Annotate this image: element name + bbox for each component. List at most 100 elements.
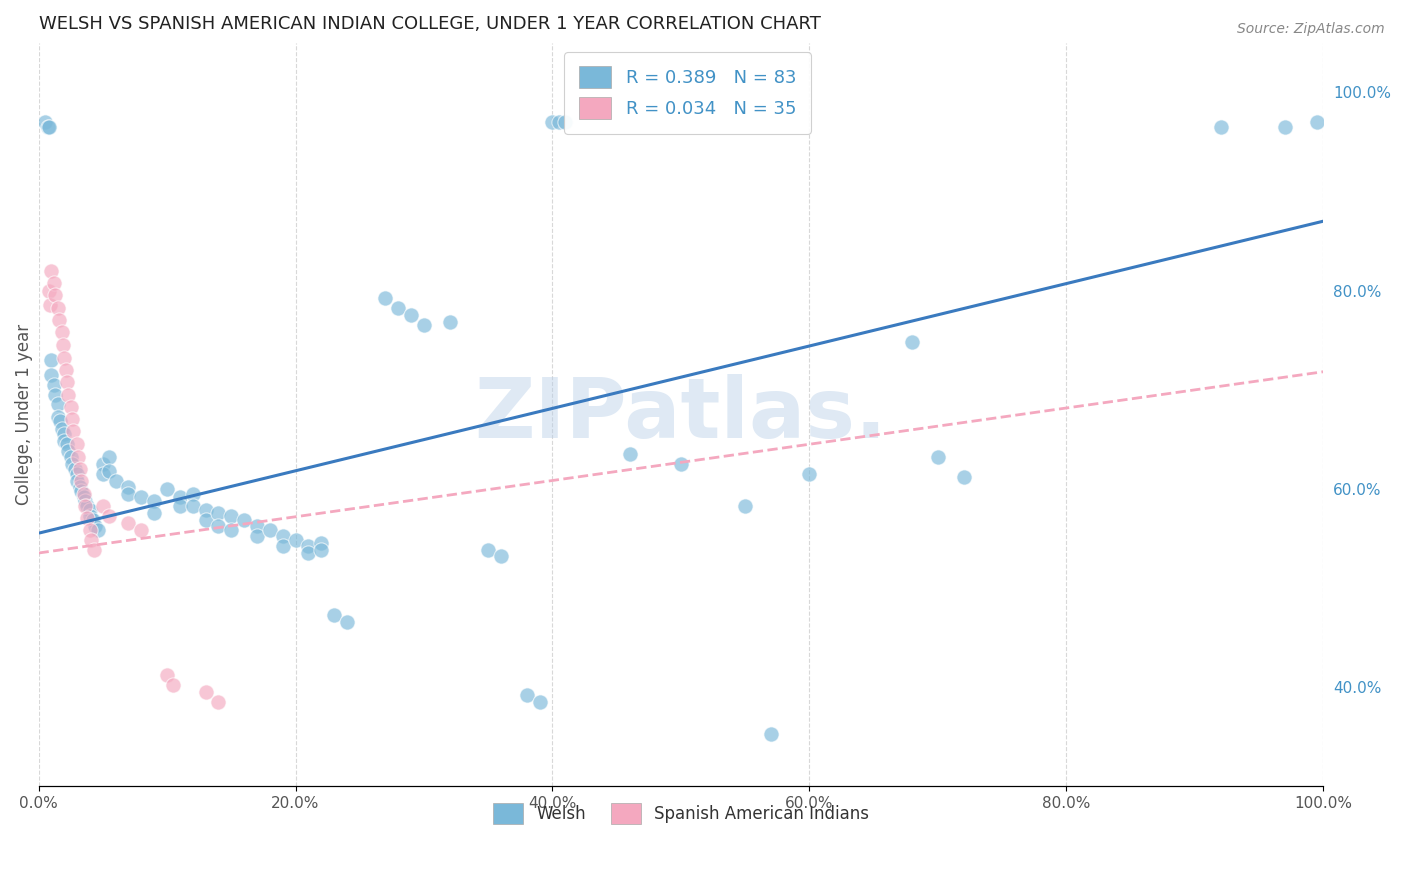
- Point: [439, 315, 461, 329]
- Point: [259, 523, 281, 537]
- Point: [42, 377, 65, 392]
- Point: [759, 727, 782, 741]
- Point: [297, 546, 319, 560]
- Point: [143, 507, 166, 521]
- Point: [117, 480, 139, 494]
- Point: [194, 684, 217, 698]
- Point: [60, 457, 83, 471]
- Point: [284, 533, 307, 548]
- Point: [1144, 833, 1167, 847]
- Point: [72, 486, 94, 500]
- Point: [41, 352, 63, 367]
- Point: [73, 500, 96, 514]
- Point: [44, 387, 66, 401]
- Point: [70, 474, 93, 488]
- Point: [83, 543, 105, 558]
- Point: [799, 467, 821, 481]
- Point: [162, 678, 184, 692]
- Point: [374, 292, 396, 306]
- Point: [59, 401, 82, 415]
- Point: [207, 695, 229, 709]
- Point: [79, 509, 101, 524]
- Point: [1306, 115, 1329, 129]
- Point: [41, 263, 63, 277]
- Point: [91, 500, 114, 514]
- Point: [181, 500, 204, 514]
- Point: [66, 437, 89, 451]
- Point: [399, 308, 422, 322]
- Point: [207, 507, 229, 521]
- Point: [51, 325, 73, 339]
- Point: [336, 615, 359, 630]
- Point: [55, 363, 77, 377]
- Point: [477, 543, 499, 558]
- Point: [207, 519, 229, 533]
- Point: [42, 276, 65, 290]
- Point: [927, 450, 949, 464]
- Point: [46, 301, 69, 316]
- Point: [156, 668, 179, 682]
- Text: Source: ZipAtlas.com: Source: ZipAtlas.com: [1237, 22, 1385, 37]
- Point: [72, 490, 94, 504]
- Point: [309, 536, 332, 550]
- Point: [56, 437, 79, 451]
- Point: [56, 444, 79, 458]
- Point: [734, 500, 756, 514]
- Point: [219, 523, 242, 537]
- Point: [52, 338, 75, 352]
- Y-axis label: College, Under 1 year: College, Under 1 year: [15, 324, 32, 505]
- Point: [76, 500, 98, 514]
- Point: [246, 519, 269, 533]
- Point: [46, 410, 69, 425]
- Point: [70, 483, 93, 498]
- Point: [91, 457, 114, 471]
- Point: [554, 115, 576, 129]
- Point: [413, 318, 436, 333]
- Point: [37, 120, 59, 134]
- Point: [323, 608, 346, 623]
- Point: [246, 529, 269, 543]
- Point: [169, 500, 191, 514]
- Point: [63, 462, 86, 476]
- Point: [1209, 120, 1232, 134]
- Point: [489, 549, 512, 563]
- Point: [48, 313, 70, 327]
- Point: [53, 427, 76, 442]
- Point: [181, 486, 204, 500]
- Point: [79, 523, 101, 537]
- Point: [117, 516, 139, 531]
- Point: [547, 115, 569, 129]
- Point: [66, 467, 89, 481]
- Point: [98, 450, 121, 464]
- Point: [56, 387, 79, 401]
- Point: [219, 509, 242, 524]
- Point: [38, 284, 60, 298]
- Point: [34, 115, 56, 129]
- Point: [86, 523, 108, 537]
- Point: [91, 467, 114, 481]
- Point: [41, 368, 63, 382]
- Point: [541, 115, 564, 129]
- Point: [271, 539, 294, 553]
- Point: [194, 503, 217, 517]
- Point: [82, 513, 104, 527]
- Point: [67, 450, 90, 464]
- Point: [143, 493, 166, 508]
- Point: [131, 523, 153, 537]
- Point: [60, 412, 83, 426]
- Point: [69, 480, 91, 494]
- Point: [117, 486, 139, 500]
- Point: [952, 469, 974, 483]
- Point: [1274, 120, 1296, 134]
- Point: [79, 503, 101, 517]
- Point: [66, 474, 89, 488]
- Point: [51, 422, 73, 436]
- Point: [98, 464, 121, 478]
- Point: [104, 474, 127, 488]
- Point: [59, 450, 82, 464]
- Point: [529, 695, 551, 709]
- Point: [76, 511, 98, 525]
- Point: [387, 301, 409, 316]
- Point: [156, 482, 179, 496]
- Text: ZIPatlas.: ZIPatlas.: [475, 374, 887, 455]
